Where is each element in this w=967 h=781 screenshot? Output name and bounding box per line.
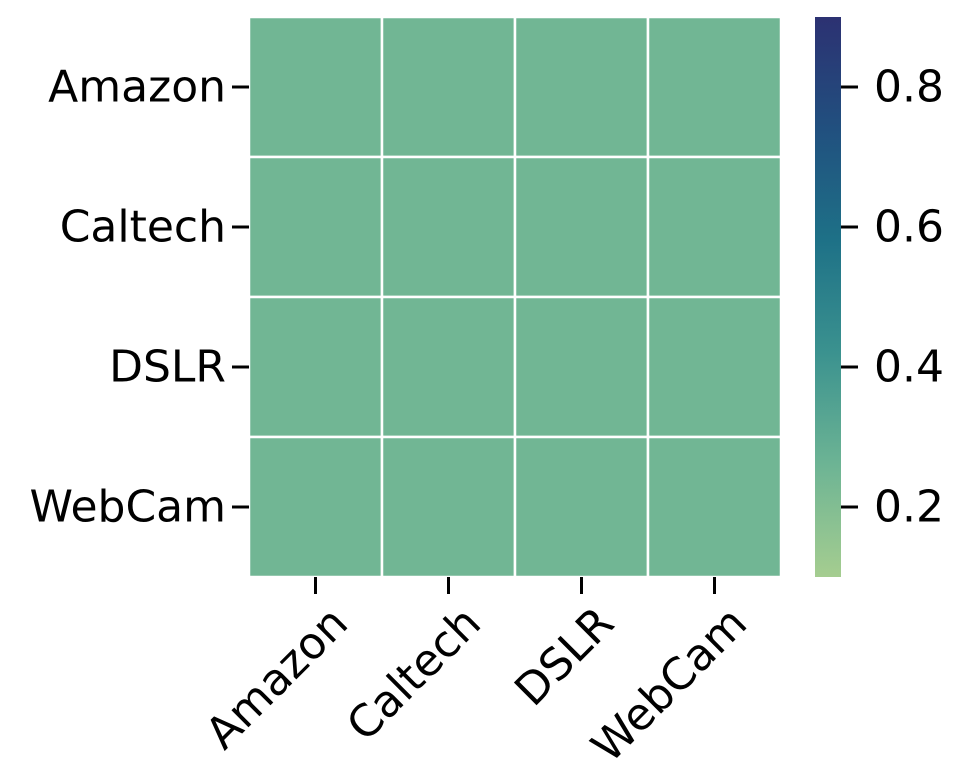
y-tick-label-caltech: Caltech <box>60 202 226 253</box>
heatmap-cell-webcam-webcam <box>646 435 783 579</box>
y-tick-label-amazon: Amazon <box>48 62 226 113</box>
heatmap-cell-amazon-webcam <box>646 15 783 159</box>
y-tick-label-webcam: WebCam <box>30 482 226 533</box>
heatmap-cell-dslr-webcam <box>646 295 783 439</box>
heatmap-cell-webcam-amazon <box>247 435 384 579</box>
heatmap-cell-caltech-dslr <box>513 155 650 299</box>
colorbar: 0.2 0.4 0.6 0.8 <box>815 17 944 577</box>
heatmap-cells <box>247 15 783 579</box>
heatmap-cell-dslr-dslr <box>513 295 650 439</box>
heatmap-cell-webcam-caltech <box>380 435 517 579</box>
heatmap-cell-dslr-amazon <box>247 295 384 439</box>
heatmap-cell-amazon-amazon <box>247 15 384 159</box>
heatmap-cell-caltech-amazon <box>247 155 384 299</box>
heatmap-cell-amazon-caltech <box>380 15 517 159</box>
heatmap-cell-caltech-webcam <box>646 155 783 299</box>
colorbar-tick-label: 0.6 <box>874 202 944 253</box>
heatmap-cell-webcam-dslr <box>513 435 650 579</box>
colorbar-tick-label: 0.8 <box>874 62 944 113</box>
x-tick-label-dslr: DSLR <box>505 597 624 716</box>
heatmap-cell-amazon-dslr <box>513 15 650 159</box>
colorbar-gradient <box>815 17 841 577</box>
x-tick-label-caltech: Caltech <box>337 597 491 751</box>
colorbar-tick-label: 0.2 <box>874 482 944 533</box>
heatmap-cell-caltech-caltech <box>380 155 517 299</box>
y-tick-label-dslr: DSLR <box>109 342 226 393</box>
colorbar-tick-label: 0.4 <box>874 342 944 393</box>
y-axis: Amazon Caltech DSLR WebCam <box>30 62 249 533</box>
x-tick-label-amazon: Amazon <box>196 597 358 759</box>
heatmap-cell-dslr-caltech <box>380 295 517 439</box>
